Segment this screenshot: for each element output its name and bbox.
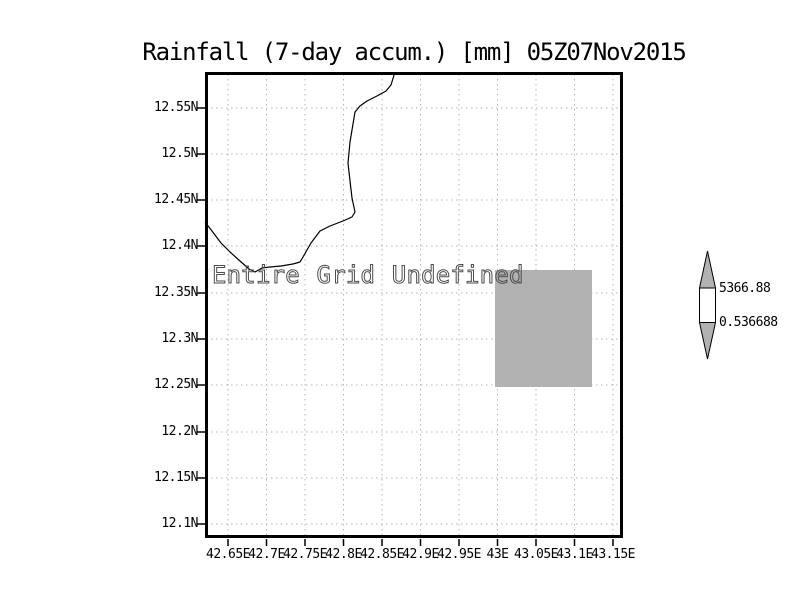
plot-title: Rainfall (7-day accum.) [mm] 05Z07Nov201… xyxy=(142,38,686,66)
undefined-grid-annotation: Entire Grid Undefined xyxy=(212,261,524,290)
lat-tick-label: 12.1N xyxy=(161,516,198,531)
lat-tick-label: 12.35N xyxy=(154,285,198,300)
lat-tick-label: 12.25N xyxy=(154,377,198,392)
lat-tick-label: 12.15N xyxy=(154,470,198,485)
lon-tick-label: 42.9E xyxy=(402,547,439,562)
lon-tick-label: 43.05E xyxy=(514,547,558,562)
lon-tick-label: 42.85E xyxy=(360,547,404,562)
lon-tick-label: 43.15E xyxy=(591,547,635,562)
colorbar-lower-triangle xyxy=(698,322,717,360)
lon-tick-label: 42.8E xyxy=(325,547,362,562)
lon-tick-label: 42.7E xyxy=(248,547,285,562)
lon-tick-label: 42.65E xyxy=(206,547,250,562)
lon-tick-label: 43E xyxy=(486,547,509,562)
colorbar-min-label: 0.536688 xyxy=(719,315,778,330)
coastline xyxy=(204,71,396,273)
colorbar-max-label: 5366.88 xyxy=(719,281,771,296)
lat-tick-label: 12.45N xyxy=(154,192,198,207)
lat-tick-label: 12.2N xyxy=(161,424,198,439)
lat-tick-label: 12.55N xyxy=(154,100,198,115)
lat-tick-label: 12.4N xyxy=(161,238,198,253)
lon-tick-label: 42.95E xyxy=(437,547,481,562)
undefined-region-rect xyxy=(495,270,592,387)
lat-tick-label: 12.5N xyxy=(161,146,198,161)
colorbar xyxy=(698,250,717,360)
lon-tick-label: 42.75E xyxy=(283,547,327,562)
lon-tick-label: 43.1E xyxy=(556,547,593,562)
axis-ticks xyxy=(197,107,614,546)
colorbar-upper-triangle xyxy=(698,250,717,289)
plot-frame xyxy=(205,72,623,538)
colorbar-band xyxy=(699,287,716,323)
lat-tick-label: 12.3N xyxy=(161,331,198,346)
